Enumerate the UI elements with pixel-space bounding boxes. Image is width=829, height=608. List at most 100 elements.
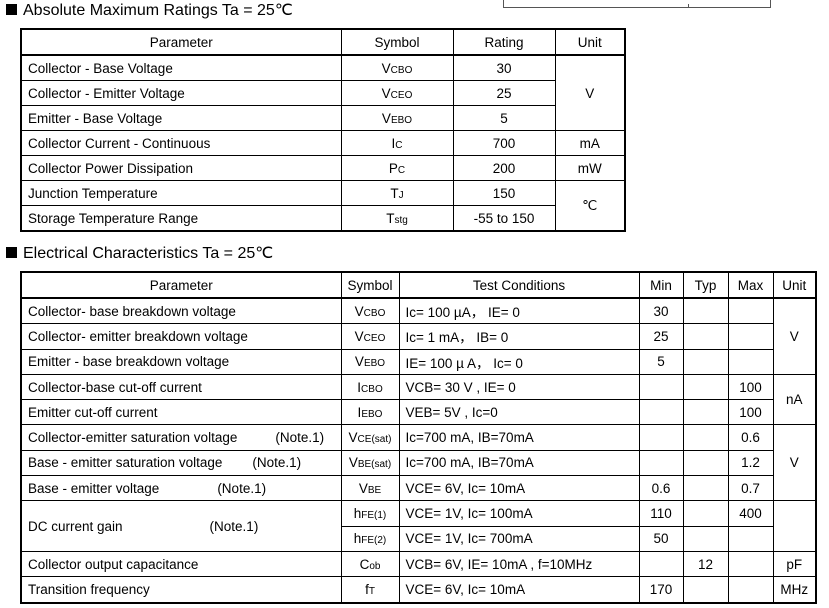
symbol-main: V <box>381 85 391 101</box>
max-cell <box>727 550 774 578</box>
table-row: Collector - Base Voltage VCBO 30 V <box>20 54 626 131</box>
max-cell: 100 <box>727 373 774 401</box>
symbol-main: V <box>381 110 391 126</box>
test-conditions-cell: VCB= 30 V , IE= 0 <box>398 373 640 401</box>
min-cell: 0.6 <box>638 475 684 502</box>
note-ref: (Note.1) <box>252 455 302 471</box>
min-cell <box>638 424 684 451</box>
unit-cell: nA <box>772 373 817 426</box>
test-conditions-cell: VEB= 5V , Ic=0 <box>398 399 640 426</box>
max-cell: 0.7 <box>727 475 774 502</box>
test-conditions-cell: VCE= 1V, Ic= 700mA <box>398 525 640 552</box>
max-cell <box>727 323 774 350</box>
test-conditions-cell: Ic= 1 mA， IB= 0 <box>398 323 640 350</box>
symbol-main: T <box>386 210 395 226</box>
unit-cell: pF <box>772 550 817 578</box>
symbol-main: V <box>348 430 358 446</box>
parameter-cell: Storage Temperature Range <box>20 205 342 232</box>
symbol-main: I <box>391 135 396 151</box>
min-cell: 50 <box>638 525 684 552</box>
symbol-cell: VBE <box>340 475 400 502</box>
table-row: Storage Temperature Range Tstg -55 to 150 <box>20 205 625 232</box>
min-cell <box>638 550 684 578</box>
parameter-cell: DC current gain (Note.1) <box>20 500 342 552</box>
symbol-main: V <box>354 354 364 370</box>
symbol-sub: FE(1) <box>361 510 387 522</box>
symbol-sub: EBO <box>361 408 383 420</box>
max-cell: 1.2 <box>727 449 774 477</box>
symbol-cell: TJ <box>340 180 454 206</box>
column-header: Rating <box>452 28 556 56</box>
table-row: Base - emitter voltage (Note.1) VBE VCE= 6V… <box>20 475 816 502</box>
parameter-cell: Base - emitter voltage (Note.1) <box>20 475 342 502</box>
column-header: Symbol <box>340 271 400 299</box>
symbol-sub: CBO <box>390 64 413 76</box>
symbol-sub: EBO <box>363 358 386 370</box>
table-row: Junction Temperature TJ 150 ℃ <box>20 180 626 232</box>
symbol-sub: EBO <box>390 114 413 126</box>
absolute-maximum-ratings-table: Parameter Symbol Rating Unit Collector - Ba… <box>20 28 626 232</box>
min-cell: 110 <box>638 500 684 527</box>
parameter-cell: Emitter - base breakdown voltage <box>20 348 342 375</box>
note-ref: (Note.1) <box>275 430 325 446</box>
symbol-main: V <box>358 480 368 496</box>
parameter-text: Base - emitter voltage <box>28 480 160 496</box>
symbol-main: f <box>365 581 369 597</box>
symbol-main: V <box>348 455 358 471</box>
parameter-text: Collector- emitter breakdown voltage <box>28 328 248 344</box>
symbol-main: P <box>388 160 398 176</box>
typ-cell <box>682 449 729 477</box>
table-row: Emitter - Base Voltage VEBO 5 <box>20 105 625 131</box>
parameter-cell: Collector- emitter breakdown voltage <box>20 323 342 350</box>
symbol-main: T <box>390 185 399 201</box>
typ-cell <box>682 475 729 502</box>
table-row: Collector-emitter saturation voltage (Not… <box>20 424 817 502</box>
symbol-main: I <box>357 379 362 395</box>
parameter-cell: Collector - Base Voltage <box>20 54 342 81</box>
symbol-sub: CEO <box>363 332 386 344</box>
column-header: Unit <box>554 28 626 56</box>
symbol-sub: BE(sat) <box>357 459 392 471</box>
parameter-cell: Collector - Emitter Voltage <box>20 80 342 106</box>
symbol-main: V <box>354 328 364 344</box>
symbol-sub: stg <box>394 214 408 226</box>
unit-cell: V <box>554 54 626 131</box>
typ-cell <box>682 399 729 426</box>
table-row: Emitter cut-off current IEBO VEB= 5V , Ic=… <box>20 399 816 426</box>
symbol-cell: hFE(1) <box>340 500 400 527</box>
symbol-cell: fT <box>340 576 400 604</box>
min-cell <box>638 373 684 401</box>
unit-cell: MHz <box>772 576 817 604</box>
table-row: Emitter - base breakdown voltage VEBO IE= … <box>20 348 816 375</box>
square-bullet-icon <box>6 247 17 258</box>
symbol-cell: VBE(sat) <box>340 449 400 477</box>
typ-cell <box>682 424 729 451</box>
symbol-sub: C <box>395 139 403 151</box>
symbol-main: C <box>359 556 370 572</box>
max-cell: 0.6 <box>727 424 774 451</box>
min-cell: 30 <box>638 297 684 325</box>
symbol-main: V <box>354 303 364 319</box>
max-cell <box>727 576 774 604</box>
parameter-cell: Base - emitter saturation voltage (Note.1… <box>20 449 342 477</box>
parameter-text: Collector-emitter saturation voltage <box>28 430 238 446</box>
symbol-sub: CBO <box>363 307 386 319</box>
rating-cell: 700 <box>452 130 556 156</box>
parameter-text: Collector-base cut-off current <box>28 379 202 395</box>
column-header: Min <box>638 271 684 299</box>
column-header: Parameter <box>20 271 342 299</box>
note-ref: (Note.1) <box>209 518 259 534</box>
unit-cell: V <box>772 424 817 502</box>
parameter-cell: Collector-base cut-off current <box>20 373 342 401</box>
table-row: Collector output capacitance Cob VCB= 6V, … <box>20 550 817 578</box>
table-row: Collector- emitter breakdown voltage VCEO… <box>20 323 816 350</box>
max-cell: 400 <box>727 500 774 527</box>
rating-cell: -55 to 150 <box>452 205 556 232</box>
symbol-main: h <box>353 531 362 547</box>
table-row: Base - emitter saturation voltage (Note.1… <box>20 449 816 477</box>
unit-cell: mA <box>554 130 626 156</box>
table-row: hFE(2) VCE= 1V, Ic= 700mA 50 <box>21 525 816 552</box>
symbol-cell: VCEO <box>340 323 400 350</box>
parameter-cell: Collector- base breakdown voltage <box>20 297 342 325</box>
rating-cell: 150 <box>452 180 556 206</box>
